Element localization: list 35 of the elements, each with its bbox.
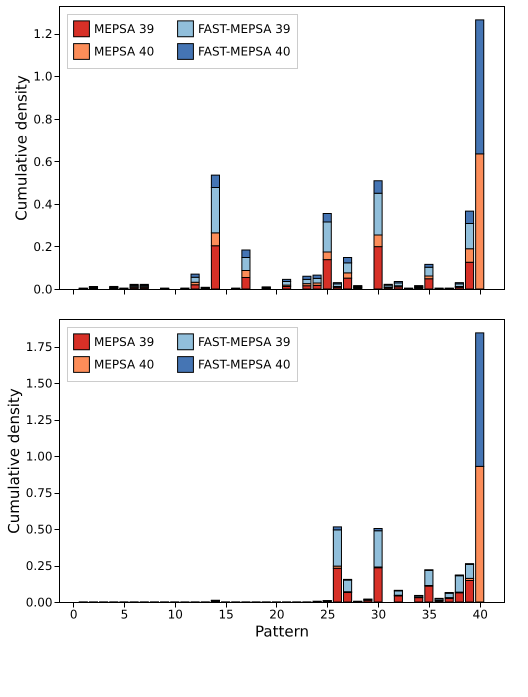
legend-label: FAST-MEPSA 39: [198, 334, 290, 349]
y-tick-label: 1.50: [26, 376, 52, 391]
x-tick-label: 30: [370, 608, 386, 622]
x-tick-label: 40: [472, 608, 488, 622]
y-tick-label: 1.2: [33, 27, 52, 42]
y-tick-label: 0.0: [33, 282, 52, 296]
y-tick-label: 1.0: [33, 70, 52, 84]
y-tick-label: 0.75: [26, 486, 52, 500]
y-tick-label: 1.25: [26, 413, 52, 428]
x-tick-label: 0: [70, 608, 78, 622]
x-tick-label: 20: [269, 608, 285, 622]
y-tick-label: 0.8: [33, 112, 52, 126]
x-tick-label: 5: [120, 608, 128, 622]
y-tick-label: 0.6: [33, 154, 52, 169]
x-axis-title: Pattern: [255, 622, 309, 640]
legend-label: FAST-MEPSA 40: [198, 44, 290, 58]
legend-label: MEPSA 40: [94, 358, 154, 372]
legend-label: MEPSA 40: [94, 44, 154, 58]
y-tick-label: 0.4: [33, 197, 52, 212]
y-tick-label: 1.00: [26, 450, 52, 464]
y-tick-label: 0.25: [26, 559, 52, 574]
y-tick-label: 1.75: [26, 340, 52, 354]
y-axis-title: Cumulative density: [12, 75, 30, 221]
y-tick-label: 0.50: [26, 522, 52, 537]
y-tick-label: 0.00: [26, 596, 52, 610]
legend-label: FAST-MEPSA 39: [198, 22, 290, 36]
legend-label: MEPSA 39: [94, 22, 154, 36]
x-tick-label: 15: [218, 608, 234, 622]
y-axis-title: Cumulative density: [4, 388, 23, 534]
y-tick-label: 0.2: [33, 240, 52, 254]
legend-label: FAST-MEPSA 40: [198, 358, 290, 372]
x-tick-label: 10: [168, 608, 183, 622]
legend-label: MEPSA 39: [94, 334, 154, 349]
x-tick-label: 35: [422, 608, 438, 622]
x-tick-label: 25: [320, 608, 336, 622]
